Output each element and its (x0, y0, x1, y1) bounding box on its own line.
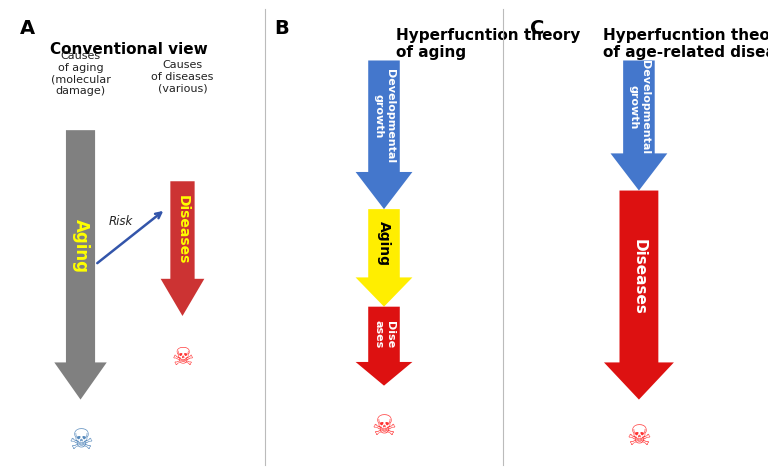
Text: ☠: ☠ (171, 346, 194, 370)
Text: ☠: ☠ (627, 423, 651, 451)
FancyArrow shape (356, 307, 412, 386)
FancyArrow shape (356, 61, 412, 209)
Text: Hyperfucntion theory
of age-related diseases: Hyperfucntion theory of age-related dise… (603, 28, 768, 60)
Text: Risk: Risk (108, 215, 133, 228)
Text: Developmental
growth: Developmental growth (373, 69, 395, 163)
FancyArrow shape (55, 130, 107, 400)
Text: Diseases: Diseases (631, 238, 647, 314)
FancyArrow shape (356, 209, 412, 307)
Text: Hyperfucntion theory
of aging: Hyperfucntion theory of aging (396, 28, 581, 60)
Text: Diseases: Diseases (175, 195, 190, 264)
Text: Aging: Aging (71, 219, 90, 273)
Text: B: B (275, 18, 290, 37)
Text: Developmental
growth: Developmental growth (628, 60, 650, 154)
Text: Aging: Aging (377, 221, 391, 266)
Text: Dise
ases: Dise ases (373, 320, 395, 348)
FancyArrow shape (604, 191, 674, 400)
Text: Causes
of diseases
(various): Causes of diseases (various) (151, 61, 214, 94)
Text: A: A (20, 18, 35, 37)
Text: Conventional view: Conventional view (50, 42, 208, 57)
Text: ☠: ☠ (372, 413, 396, 441)
Text: Causes
of aging
(molecular
damage): Causes of aging (molecular damage) (51, 51, 111, 96)
FancyArrow shape (161, 181, 204, 316)
Text: C: C (530, 18, 544, 37)
Text: ☠: ☠ (68, 428, 93, 456)
FancyArrow shape (611, 61, 667, 191)
